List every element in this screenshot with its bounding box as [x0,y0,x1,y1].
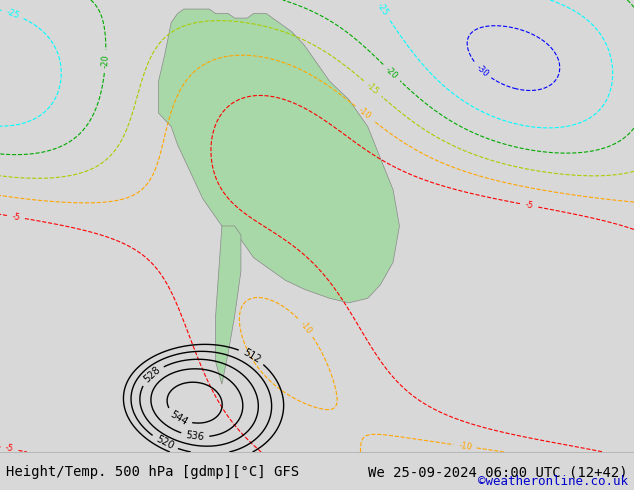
Text: 528: 528 [141,365,162,385]
Text: -20: -20 [384,65,399,81]
Text: -15: -15 [365,81,380,97]
Polygon shape [158,9,399,303]
Text: -20: -20 [101,54,110,68]
Text: 536: 536 [185,430,205,442]
Text: -10: -10 [458,441,472,452]
Text: 544: 544 [169,409,190,427]
Text: We 25-09-2024 06:00 UTC (12+42): We 25-09-2024 06:00 UTC (12+42) [368,466,628,479]
Text: -10: -10 [356,106,373,122]
Text: -5: -5 [11,212,21,222]
Text: -5: -5 [4,443,15,454]
Text: Height/Temp. 500 hPa [gdmp][°C] GFS: Height/Temp. 500 hPa [gdmp][°C] GFS [6,466,299,479]
Polygon shape [216,226,241,384]
Text: 520: 520 [154,434,176,452]
Text: -10: -10 [298,319,314,336]
Text: -25: -25 [375,1,390,17]
Text: ©weatheronline.co.uk: ©weatheronline.co.uk [477,475,628,488]
Text: -30: -30 [474,62,490,78]
Text: -25: -25 [5,7,21,21]
Text: -5: -5 [524,200,534,211]
Text: 512: 512 [241,347,262,365]
